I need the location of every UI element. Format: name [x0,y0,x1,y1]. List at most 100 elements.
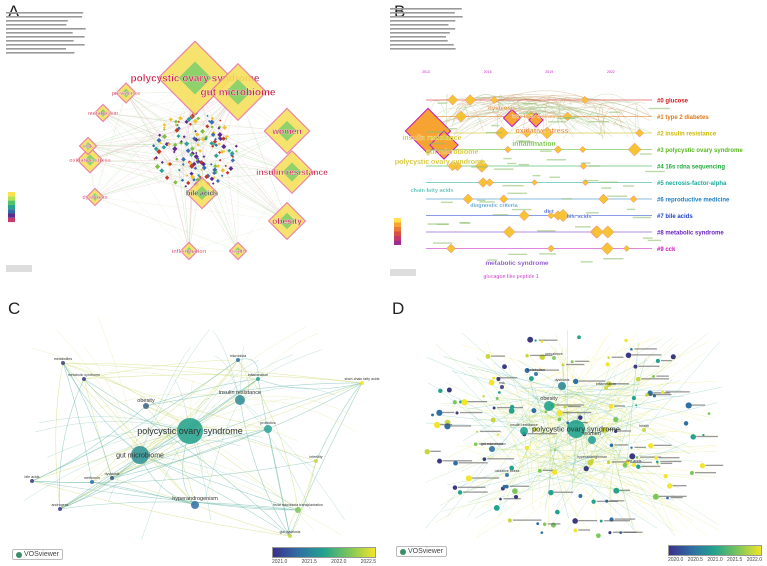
network-edge [473,414,566,421]
keyword-node [209,176,215,182]
network-edge [569,389,692,449]
network-edge [549,416,567,491]
network-edge [584,470,649,520]
node-circle [505,473,509,477]
minor-node-label [660,359,672,362]
network-edge [91,382,363,483]
minor-term [609,111,621,113]
minor-node [499,497,502,501]
keyword-node [194,129,197,133]
network-edge [427,382,591,468]
minor-node [607,356,610,359]
network-edge [194,118,293,173]
keyword-node: gut microbiota [481,442,503,452]
timeline-node [598,193,609,205]
minor-node [648,443,654,449]
network-edge [59,378,259,510]
minor-node [702,433,705,437]
keyword-node: metabolic syndrome [68,373,100,381]
minor-node [578,415,583,420]
keyword-node [162,123,167,127]
minor-term [426,131,446,133]
network-edge [139,397,295,456]
minor-node [540,340,544,343]
minor-term [428,142,446,145]
network-edge [479,454,576,458]
keyword-node [217,142,222,146]
network-edge [589,417,688,530]
minor-node-label [567,405,581,408]
minor-node-label [641,465,661,468]
network-edge [59,501,299,511]
minor-term [493,168,514,170]
network-edge [139,454,342,536]
timeline-node [579,145,587,154]
scale-tick: 2021.0 [707,557,723,563]
keyword-node [217,126,221,130]
minor-term [440,201,453,204]
timeline-arc [434,96,532,134]
network-edge [552,462,658,529]
keyword-node [188,122,193,126]
node-label: obesity [137,398,155,404]
minor-node [512,488,518,495]
timeline-arc [542,106,547,131]
minor-node [685,402,692,409]
keyword-node [156,149,162,155]
node-label: bile acids [627,459,642,463]
node-label: metabolic syndrome [68,373,100,377]
network-edge [448,409,559,418]
minor-node-label [611,356,624,358]
keyword-node [184,185,188,188]
keyword-node: bile acids [627,459,642,467]
node-label: dysbiosis [555,378,570,382]
network-edge [190,120,239,252]
minor-term [520,141,535,143]
minor-node-label [555,404,584,406]
network-edge [458,454,540,488]
network-edge [125,92,191,142]
timeline-node [499,194,509,204]
keyword-node [180,140,183,143]
minor-node [663,474,668,479]
legend-swatch [394,236,401,241]
keyword-node [197,173,201,177]
network-edge [586,394,715,419]
node-label: metabolism [88,111,119,117]
network-edge [537,398,674,473]
minor-node [557,417,562,422]
timeline-arc [563,113,629,139]
keyword-node [230,158,235,163]
minor-node-label [578,519,598,522]
network-edge [168,165,190,252]
network-edge [102,112,293,173]
minor-node-label [463,491,488,493]
minor-node [555,509,560,515]
meta-line [6,24,67,26]
network-edge [87,131,179,147]
timeline-node [556,208,570,223]
node-circle [82,377,86,381]
network-edge [609,436,632,528]
network-edge [519,413,571,426]
network-edge [452,371,572,399]
minor-node [596,533,601,539]
node-circle [360,381,364,385]
network-edge [315,382,363,462]
minor-term [580,162,591,164]
network-edge [548,393,684,397]
keyword-node [185,174,189,177]
network-edge [125,92,218,159]
network-edge [577,450,680,465]
panel-c-overlay-map: polycystic ovary syndrome gut microbiome i… [23,317,380,541]
keyword-node [216,164,221,168]
network-edge [541,334,603,405]
timeline-arc [462,97,639,109]
minor-node [613,487,620,494]
minor-node-label [496,377,518,379]
timeline-node [629,195,638,203]
network-edge [125,92,208,127]
network-edge [289,382,363,537]
network-edge [564,332,709,447]
minor-node [495,397,499,400]
